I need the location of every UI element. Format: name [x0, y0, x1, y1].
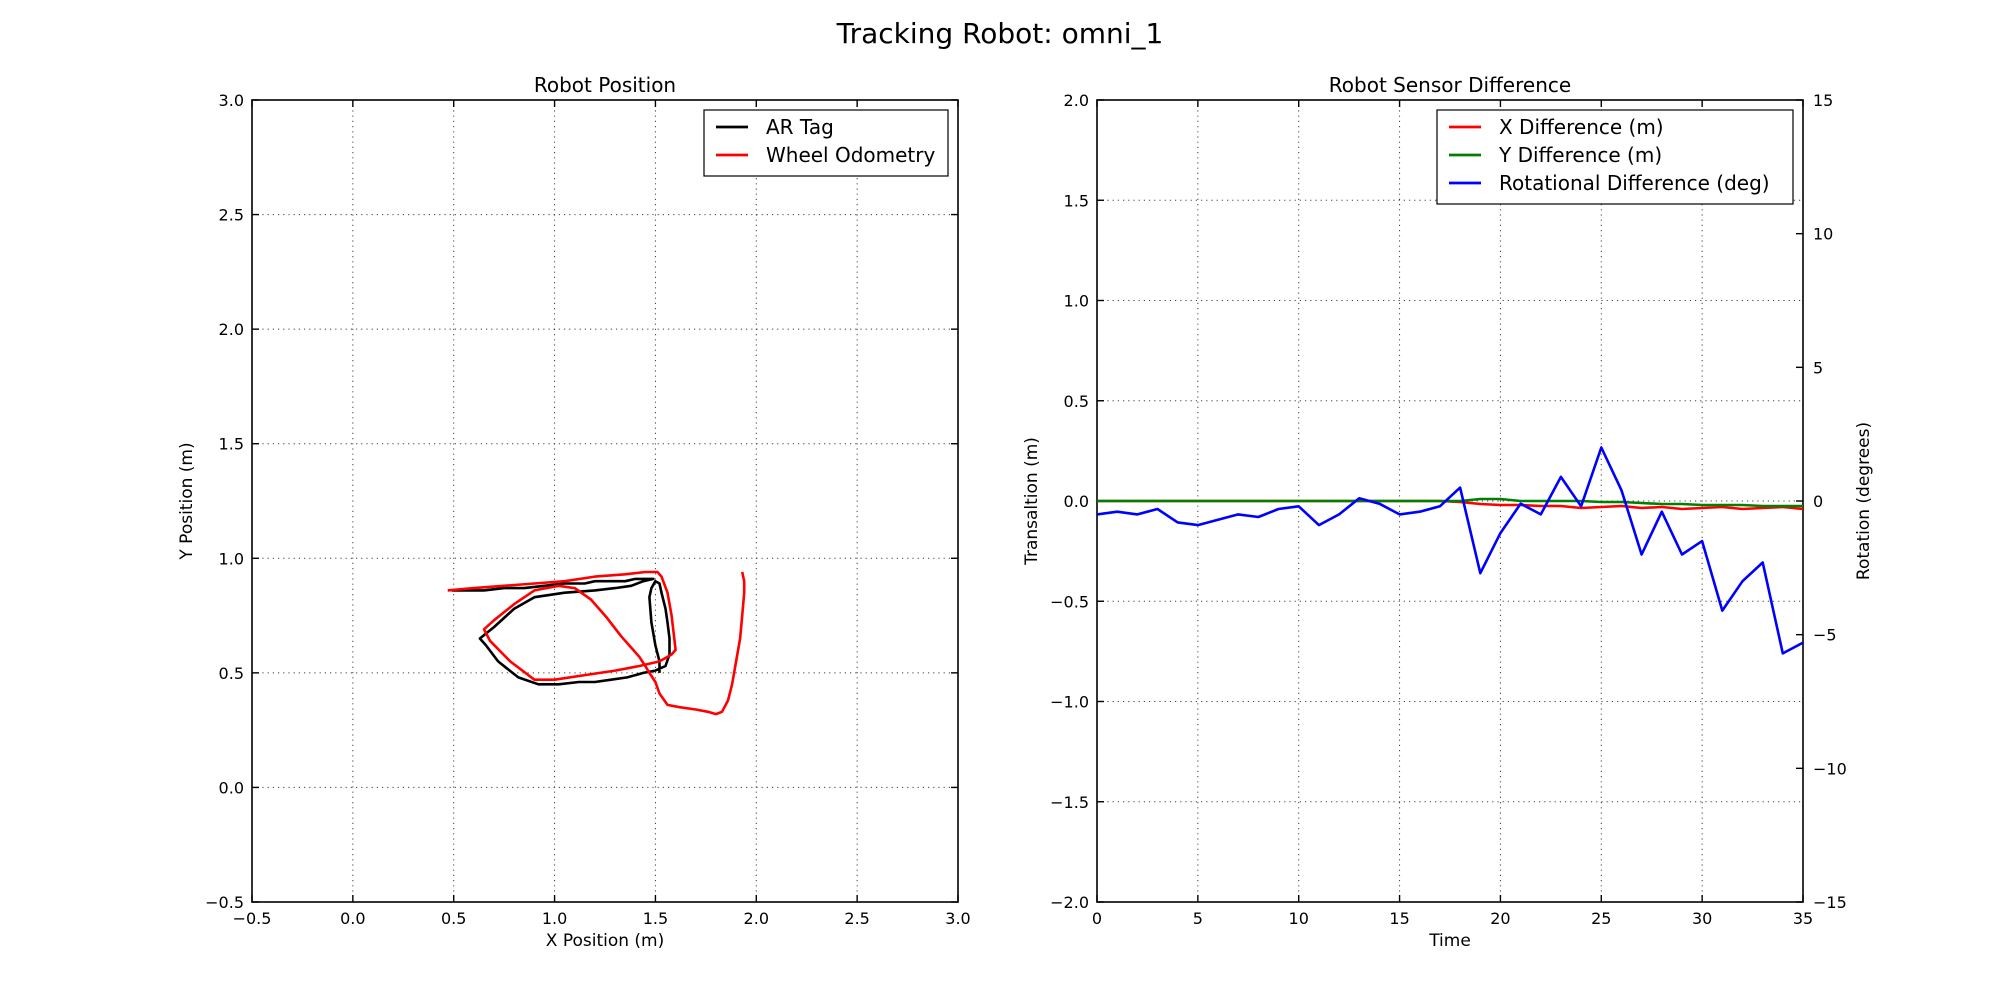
- series-line-rotational-difference-deg-: [1097, 446, 1803, 655]
- series-line-wheel-odometry: [447, 570, 746, 716]
- robot-position-plot: −0.5 0.0 0.5 1.0 1.5 2.0 2.5 3.0 −0.5 0.0 0.5 1.0 1.…: [177, 73, 971, 951]
- figure-title: Tracking Robot: omni_1: [836, 17, 1164, 50]
- y-tick-label: 0.0: [1064, 492, 1089, 511]
- legend: [703, 109, 949, 177]
- right-y-axis-label: Rotation (degrees): [1854, 422, 1874, 580]
- right-y-tick-label: −5: [1813, 626, 1837, 645]
- right-y-tick-label: 5: [1813, 358, 1823, 377]
- legend-label: AR Tag: [766, 115, 834, 139]
- right-y-tick-label: 10: [1813, 225, 1833, 244]
- x-tick-label: 30: [1692, 909, 1712, 928]
- x-tick-label: 5: [1193, 909, 1203, 928]
- robot-sensor-difference-plot: 0 5 10 15 20 25 30 35 −2.0 −1.5 −1.0 −0.5 0.0 0.5 1.0 1…: [1022, 73, 1874, 951]
- y-tick-label: 0.0: [219, 778, 244, 797]
- legend-label: Wheel Odometry: [766, 143, 936, 167]
- series-line-ar-tag: [451, 577, 671, 686]
- right-y-tick-label: −10: [1813, 759, 1847, 778]
- y-tick-label: −2.0: [1050, 893, 1089, 912]
- x-tick-label: 1.5: [643, 909, 668, 928]
- legend-label: X Difference (m): [1499, 115, 1664, 139]
- legend: [1436, 109, 1794, 205]
- x-tick-label: 0.5: [441, 909, 466, 928]
- y-tick-label: −0.5: [205, 893, 244, 912]
- axes-frame: [251, 99, 959, 903]
- right-y-tick-label: 15: [1813, 91, 1833, 110]
- y-tick-label: 1.0: [1064, 292, 1089, 311]
- x-tick-label: 35: [1793, 909, 1813, 928]
- y-tick-label: 2.0: [1064, 91, 1089, 110]
- y-tick-label: −0.5: [1050, 592, 1089, 611]
- legend-label: Rotational Difference (deg): [1499, 171, 1770, 195]
- y-tick-label: 1.0: [219, 549, 244, 568]
- y-tick-label: 1.5: [1064, 191, 1089, 210]
- y-tick-label: 2.5: [219, 206, 244, 225]
- right-y-tick-label: 0: [1813, 492, 1823, 511]
- series-line-y-difference-m-: [1097, 497, 1803, 508]
- x-tick-label: 0: [1092, 909, 1102, 928]
- x-axis-label: X Position (m): [546, 931, 664, 951]
- x-tick-label: −0.5: [233, 909, 272, 928]
- y-tick-label: 3.0: [219, 91, 244, 110]
- y-tick-label: −1.0: [1050, 693, 1089, 712]
- right-y-tick-label: −15: [1813, 893, 1847, 912]
- subplot-title: Robot Position: [534, 73, 676, 97]
- y-tick-label: −1.5: [1050, 793, 1089, 812]
- y-tick-label: 1.5: [219, 435, 244, 454]
- y-tick-label: 0.5: [1064, 392, 1089, 411]
- y-tick-label: 0.5: [219, 664, 244, 683]
- subplot-title: Robot Sensor Difference: [1329, 73, 1571, 97]
- x-tick-label: 25: [1591, 909, 1611, 928]
- x-tick-label: 20: [1490, 909, 1510, 928]
- x-tick-label: 3.0: [945, 909, 970, 928]
- y-axis-label: Y Position (m): [177, 442, 197, 560]
- x-axis-label: Time: [1428, 931, 1471, 951]
- y-tick-label: 2.0: [219, 320, 244, 339]
- x-tick-label: 2.5: [844, 909, 869, 928]
- x-tick-label: 2.0: [744, 909, 769, 928]
- legend-label: Y Difference (m): [1498, 143, 1662, 167]
- x-tick-label: 0.0: [340, 909, 365, 928]
- y-axis-label: Transaltion (m): [1022, 437, 1042, 566]
- x-tick-label: 1.0: [542, 909, 567, 928]
- x-tick-label: 10: [1289, 909, 1309, 928]
- x-tick-label: 15: [1389, 909, 1409, 928]
